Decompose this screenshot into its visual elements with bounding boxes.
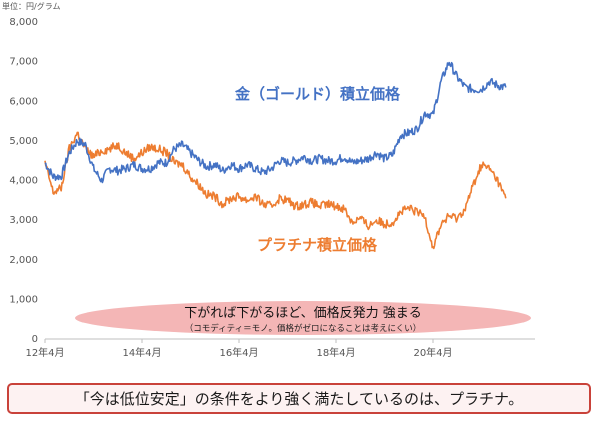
annotation-ellipse [75, 301, 531, 335]
x-tick-label: 20年4月 [413, 346, 452, 359]
series-label-platinum: プラチナ積立価格 [257, 236, 378, 254]
y-tick-label: 4,000 [9, 176, 38, 187]
y-tick-label: 1,000 [9, 294, 38, 305]
series-lines [44, 61, 507, 250]
y-tick-label: 8,000 [9, 17, 38, 28]
conclusion-callout: 「今は低位安定」の条件をより強く満たしているのは、プラチナ。 [7, 383, 591, 414]
price-line-chart: 0 1,000 2,000 3,000 4,000 5,000 6,000 7,000 8,00… [9, 17, 535, 359]
x-tick-label: 14年4月 [122, 346, 161, 359]
rebound-annotation: 下がれば下がるほど、価格反発力 強まる （コモディティ＝モノ。価格がゼロになるこ… [75, 301, 531, 335]
x-tick-label: 16年4月 [219, 346, 258, 359]
x-tick-label: 12年4月 [25, 346, 64, 359]
series-line-gold [44, 61, 507, 184]
y-tick-label: 2,000 [9, 255, 38, 266]
y-tick-label: 7,000 [9, 57, 38, 68]
x-axis: 12年4月 14年4月 16年4月 18年4月 20年4月 [25, 338, 535, 359]
annotation-sub-text: （コモディティ＝モノ。価格がゼロになることは考えにくい） [185, 323, 422, 334]
y-tick-label: 5,000 [9, 136, 38, 147]
y-tick-label: 0 [32, 334, 38, 345]
unit-label: 単位：円/グラム [2, 2, 61, 11]
y-axis: 0 1,000 2,000 3,000 4,000 5,000 6,000 7,000 8,00… [9, 17, 38, 345]
annotation-main-text: 下がれば下がるほど、価格反発力 強まる [184, 305, 421, 321]
x-tick-label: 18年4月 [316, 346, 355, 359]
series-label-gold: 金（ゴールド）積立価格 [234, 85, 401, 103]
callout-text: 「今は低位安定」の条件をより強く満たしているのは、プラチナ。 [74, 390, 524, 408]
y-tick-label: 6,000 [9, 96, 38, 107]
series-line-platinum [44, 131, 507, 250]
y-tick-label: 3,000 [9, 215, 38, 226]
